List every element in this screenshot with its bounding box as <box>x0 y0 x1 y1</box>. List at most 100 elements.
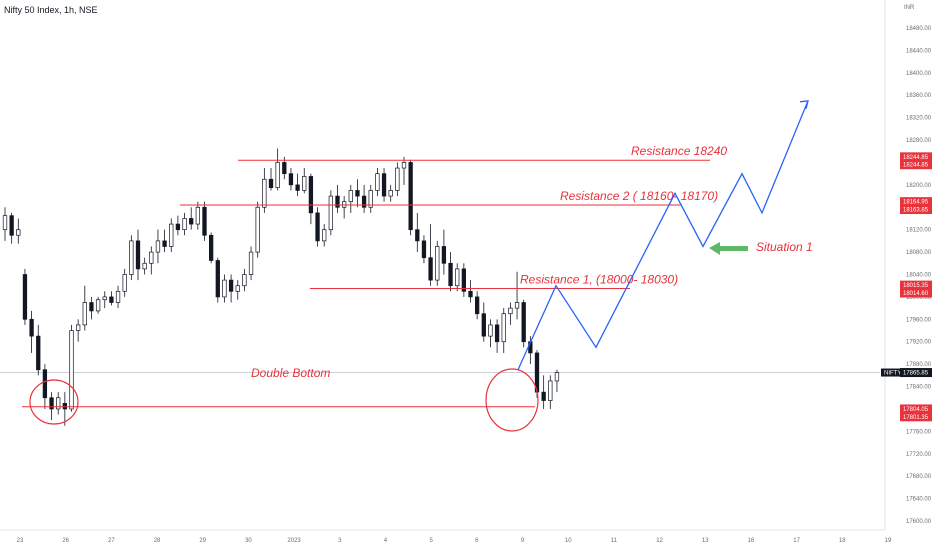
x-tick-label: 29 <box>199 538 206 544</box>
price-badge-label: 18244.85 <box>903 163 929 169</box>
candle-body <box>322 229 327 242</box>
y-tick-label: 18440.00 <box>906 48 932 54</box>
candle-body <box>195 206 201 225</box>
x-tick-label: 17 <box>793 538 800 544</box>
candle-body <box>388 190 393 197</box>
x-tick-label: 18 <box>839 538 846 544</box>
x-tick-label: 26 <box>62 538 69 544</box>
price-badge-label: 17804.05 <box>903 407 929 413</box>
double-bottom-circle-left[interactable] <box>29 379 79 425</box>
price-badge <box>900 288 932 298</box>
projection-path[interactable] <box>517 100 809 371</box>
x-tick-label: 9 <box>521 538 525 544</box>
candle-body <box>75 324 81 331</box>
candle-body <box>268 178 274 189</box>
candle-body <box>342 201 347 208</box>
candle-body <box>202 206 207 236</box>
candle-body <box>381 173 387 197</box>
candle-body <box>435 246 440 281</box>
candle-body <box>308 176 314 214</box>
y-tick-label: 17760.00 <box>906 429 932 435</box>
candle-body <box>514 302 520 309</box>
candle-body <box>282 162 287 175</box>
candle-body <box>36 335 41 371</box>
candle-body <box>155 240 161 253</box>
candle-body <box>215 260 220 298</box>
candle-body <box>42 369 48 399</box>
price-badge <box>900 197 932 207</box>
price-badge-label: 18014.60 <box>903 291 929 297</box>
chart-title: Nifty 50 Index, 1h, NSE <box>4 5 98 15</box>
candle-body <box>222 279 227 298</box>
x-tick-label: 4 <box>384 538 388 544</box>
x-tick-label: 28 <box>154 538 161 544</box>
x-tick-label: 12 <box>656 538 663 544</box>
candle-body <box>115 290 121 303</box>
x-tick-label: 16 <box>748 538 755 544</box>
symbol-badge-label: NIFTY <box>884 371 901 377</box>
candle-body <box>175 223 181 231</box>
candle-body <box>401 162 407 169</box>
candle-body <box>355 190 360 197</box>
y-tick-label: 18080.00 <box>906 250 932 256</box>
y-tick-label: 18320.00 <box>906 116 932 122</box>
candle-body <box>415 229 420 242</box>
resistance-label: Resistance 18240 <box>631 144 727 158</box>
currency-label: INR <box>904 5 915 11</box>
candle-body <box>255 206 260 253</box>
resistance-label: Resistance 1, (18000- 18030) <box>520 273 678 287</box>
projection-arrow-head <box>799 100 809 109</box>
candle-body <box>189 218 194 225</box>
double-bottom-circle-right[interactable] <box>485 368 539 432</box>
price-badge-label: 18163.85 <box>903 208 929 214</box>
x-tick-label: 3 <box>338 538 342 544</box>
candle-body <box>82 302 87 326</box>
candle-body <box>95 299 101 312</box>
y-tick-label: 17720.00 <box>906 452 932 458</box>
x-tick-label: 10 <box>565 538 572 544</box>
candle-body <box>129 240 134 275</box>
y-tick-label: 18120.00 <box>906 228 932 234</box>
candle-body <box>2 215 8 231</box>
candle-body <box>22 274 28 320</box>
candle-body <box>481 313 486 337</box>
candle-body <box>475 296 480 315</box>
price-badge <box>900 205 932 215</box>
candle-body <box>501 313 506 343</box>
y-tick-label: 18200.00 <box>906 183 932 189</box>
x-tick-label: 11 <box>611 538 618 544</box>
price-badge <box>900 412 932 422</box>
price-badge <box>900 280 932 290</box>
candle-body <box>149 251 154 264</box>
y-tick-label: 18360.00 <box>906 93 932 99</box>
y-tick-label: 18280.00 <box>906 138 932 144</box>
candle-body <box>302 176 307 191</box>
price-badge <box>900 368 932 378</box>
candle-body <box>375 173 380 191</box>
candle-body <box>109 296 114 303</box>
candle-body <box>455 268 460 287</box>
candle-body <box>508 307 513 315</box>
y-tick-label: 17640.00 <box>906 497 932 503</box>
candle-body <box>142 262 147 270</box>
candle-body <box>361 195 367 208</box>
y-tick-label: 17920.00 <box>906 340 932 346</box>
price-badge-label: 18015.35 <box>903 283 929 289</box>
candle-body <box>89 302 94 312</box>
candle-body <box>169 223 174 247</box>
candle-body <box>69 330 74 410</box>
candle-body <box>62 403 67 410</box>
candle-body <box>408 162 413 231</box>
candle-body <box>441 246 447 264</box>
price-badge <box>900 404 932 414</box>
price-badge-label: 17801.35 <box>903 415 929 421</box>
price-badge-label: 17865.85 <box>903 371 929 377</box>
x-tick-label: 23 <box>17 538 24 544</box>
y-tick-label: 17840.00 <box>906 385 932 391</box>
y-tick-label: 17960.00 <box>906 317 932 323</box>
candle-body <box>541 391 546 401</box>
candle-body <box>162 240 167 247</box>
symbol-badge <box>881 368 900 377</box>
